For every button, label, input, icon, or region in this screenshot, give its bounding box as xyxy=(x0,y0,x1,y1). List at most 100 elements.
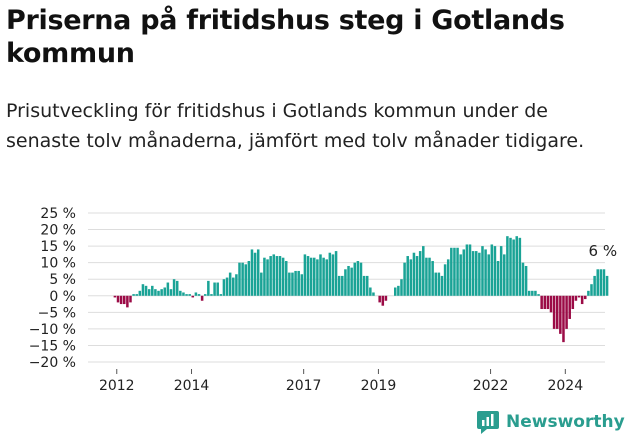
bar xyxy=(531,290,534,296)
bar xyxy=(562,295,565,343)
bar xyxy=(126,295,129,308)
bar xyxy=(549,295,553,313)
x-tick-label: 2022 xyxy=(473,378,509,394)
bar xyxy=(474,251,478,296)
bar xyxy=(571,295,575,310)
bar xyxy=(200,295,204,301)
bar xyxy=(568,295,571,319)
bar xyxy=(194,292,198,296)
bar xyxy=(250,249,254,296)
bar xyxy=(428,257,431,296)
bar xyxy=(213,282,216,296)
bar xyxy=(365,275,369,296)
chart-title: Priserna på fritidshus steg i Gotlands k… xyxy=(6,5,565,69)
bar xyxy=(512,239,515,296)
y-tick-label: −10 % xyxy=(29,322,76,338)
bar xyxy=(422,246,425,296)
bar xyxy=(294,270,297,296)
y-tick-label: 5 % xyxy=(49,272,76,288)
y-tick-label: −15 % xyxy=(29,338,76,354)
bar xyxy=(546,295,550,310)
bar xyxy=(179,290,182,296)
bar xyxy=(353,262,357,296)
bar xyxy=(403,262,406,296)
bar xyxy=(278,256,282,296)
bar xyxy=(484,249,487,296)
bar xyxy=(147,289,151,296)
bar xyxy=(284,261,288,296)
bar xyxy=(440,275,444,296)
bar xyxy=(222,279,226,296)
bar xyxy=(129,295,132,303)
y-tick-label: 10 % xyxy=(40,256,76,272)
bar xyxy=(459,254,462,296)
x-tick-label: 2017 xyxy=(286,378,322,394)
bar xyxy=(356,261,360,296)
bar xyxy=(122,295,126,305)
bar xyxy=(555,295,559,329)
bar xyxy=(116,295,120,303)
y-tick-label: 20 % xyxy=(40,223,76,239)
bar xyxy=(580,295,584,305)
bar xyxy=(362,275,366,296)
chart-subtitle: Prisutveckling för fritidshus i Gotlands… xyxy=(6,100,585,152)
bar xyxy=(409,259,413,296)
bar xyxy=(552,295,556,329)
bar xyxy=(412,252,416,296)
x-tick-label: 2024 xyxy=(547,378,583,394)
bar xyxy=(306,256,310,296)
bar xyxy=(599,269,603,296)
bar xyxy=(587,290,590,296)
bar xyxy=(537,294,540,296)
bar xyxy=(151,285,154,296)
x-tick-label: 2019 xyxy=(361,378,397,394)
bar xyxy=(300,274,304,296)
bar xyxy=(297,270,300,296)
bar xyxy=(272,254,276,296)
bar xyxy=(481,246,484,296)
bar xyxy=(465,244,469,296)
bar xyxy=(462,249,466,296)
bar xyxy=(185,294,188,296)
bar xyxy=(453,247,456,296)
bar xyxy=(210,294,213,296)
y-tick-label: 0 % xyxy=(49,289,76,305)
bar xyxy=(381,295,385,306)
bar xyxy=(244,264,247,296)
bar xyxy=(506,236,509,296)
bar xyxy=(590,284,593,296)
bar xyxy=(191,295,195,298)
bar xyxy=(509,237,512,296)
y-tick-label: −5 % xyxy=(38,305,76,321)
bar xyxy=(518,237,522,296)
bar xyxy=(584,295,587,300)
latest-value-label: 6 % xyxy=(589,242,618,260)
bar xyxy=(527,290,531,296)
x-tick-label: 2014 xyxy=(174,378,210,394)
bar xyxy=(406,256,409,296)
bar xyxy=(540,295,543,310)
bar xyxy=(499,246,503,296)
bar xyxy=(175,280,179,296)
bar xyxy=(468,244,472,296)
bar xyxy=(605,275,609,296)
bar xyxy=(132,294,135,296)
bar xyxy=(431,261,434,296)
bar xyxy=(207,280,210,296)
bar xyxy=(397,285,400,296)
y-tick-label: 15 % xyxy=(40,239,76,255)
bar xyxy=(119,295,123,305)
bar xyxy=(478,252,481,296)
bar xyxy=(247,261,251,296)
bar xyxy=(400,279,403,296)
newsworthy-logo-icon xyxy=(476,409,500,435)
bars xyxy=(113,236,609,343)
bar xyxy=(163,287,167,296)
bar xyxy=(341,275,344,296)
bar xyxy=(266,259,269,296)
bar xyxy=(319,254,322,296)
x-axis-ticks: 2012 2014 2017 2019 2022 2024 xyxy=(99,369,583,394)
bar xyxy=(596,269,599,296)
bar xyxy=(154,289,157,296)
bar xyxy=(325,259,328,296)
